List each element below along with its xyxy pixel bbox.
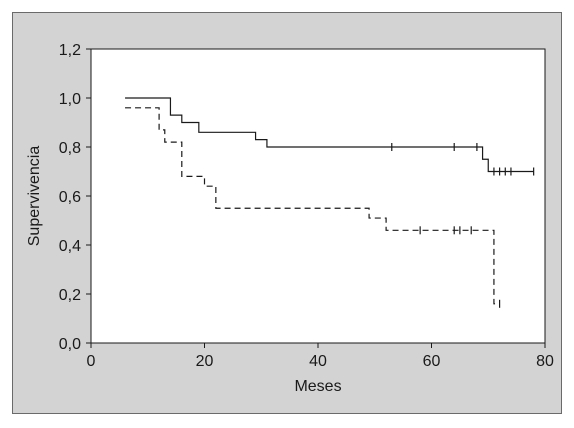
chart-frame: 0 20 40 60 80 0,0 0,2 0,4 0,6 0,8 1,0 1,2 Meses Su… <box>12 12 562 414</box>
x-tick-label: 80 <box>536 353 554 370</box>
y-axis: 0,0 0,2 0,4 0,6 0,8 1,0 1,2 <box>59 42 91 353</box>
x-tick-label: 20 <box>196 353 214 370</box>
y-tick-label: 1,0 <box>59 91 81 108</box>
plot-area <box>90 48 546 344</box>
x-tick-label: 40 <box>309 353 327 370</box>
y-tick-label: 0,2 <box>59 287 81 304</box>
x-tick-label: 0 <box>87 353 96 370</box>
series-2-dashed-line <box>125 107 500 305</box>
x-tick-label: 60 <box>423 353 441 370</box>
x-axis-title: Meses <box>294 378 341 395</box>
y-tick-label: 0,8 <box>59 140 81 157</box>
y-axis-title: Supervivencia <box>26 146 43 247</box>
y-tick-label: 1,2 <box>59 42 81 59</box>
y-tick-label: 0,0 <box>59 336 81 353</box>
series-1-solid-line <box>125 97 534 173</box>
y-tick-label: 0,6 <box>59 189 81 206</box>
y-tick-label: 0,4 <box>59 238 81 255</box>
series-layer <box>125 97 535 308</box>
x-axis: 0 20 40 60 80 <box>87 343 554 370</box>
survival-chart: 0 20 40 60 80 0,0 0,2 0,4 0,6 0,8 1,0 1,2 Meses Su… <box>26 42 554 395</box>
